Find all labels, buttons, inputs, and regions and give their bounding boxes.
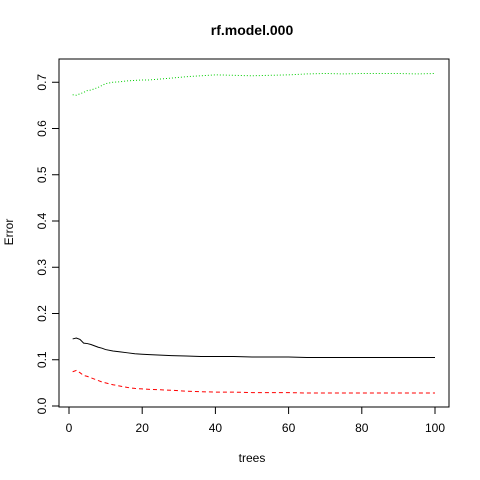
y-tick-label: 0.4 <box>35 212 49 229</box>
y-tick-label: 0.3 <box>35 259 49 276</box>
plot-frame <box>58 58 450 408</box>
y-tick-label: 0.2 <box>35 305 49 322</box>
y-axis: 0.0 0.1 0.2 0.3 0.4 0.5 0.6 0.7 <box>35 74 59 414</box>
series-line-dashed <box>72 369 435 394</box>
y-tick-label: 0.1 <box>35 351 49 368</box>
x-axis: 0 20 40 60 80 100 <box>66 407 445 435</box>
x-tick-label: 100 <box>425 421 445 435</box>
y-tick-label: 0.5 <box>35 166 49 183</box>
series-line-solid <box>72 337 435 358</box>
y-tick-label: 0.6 <box>35 120 49 137</box>
x-tick-label: 60 <box>282 421 296 435</box>
x-tick-label: 20 <box>136 421 150 435</box>
y-axis-label: Error <box>2 219 16 246</box>
y-tick-label: 0.7 <box>35 74 49 91</box>
y-tick-label: 0.0 <box>35 397 49 414</box>
series-layer <box>72 72 436 394</box>
x-tick-label: 80 <box>355 421 369 435</box>
series-line-dotted <box>72 72 436 96</box>
x-tick-label: 0 <box>66 421 73 435</box>
chart-title: rf.model.000 <box>211 22 294 38</box>
x-tick-label: 40 <box>209 421 223 435</box>
x-axis-label: trees <box>239 451 266 465</box>
